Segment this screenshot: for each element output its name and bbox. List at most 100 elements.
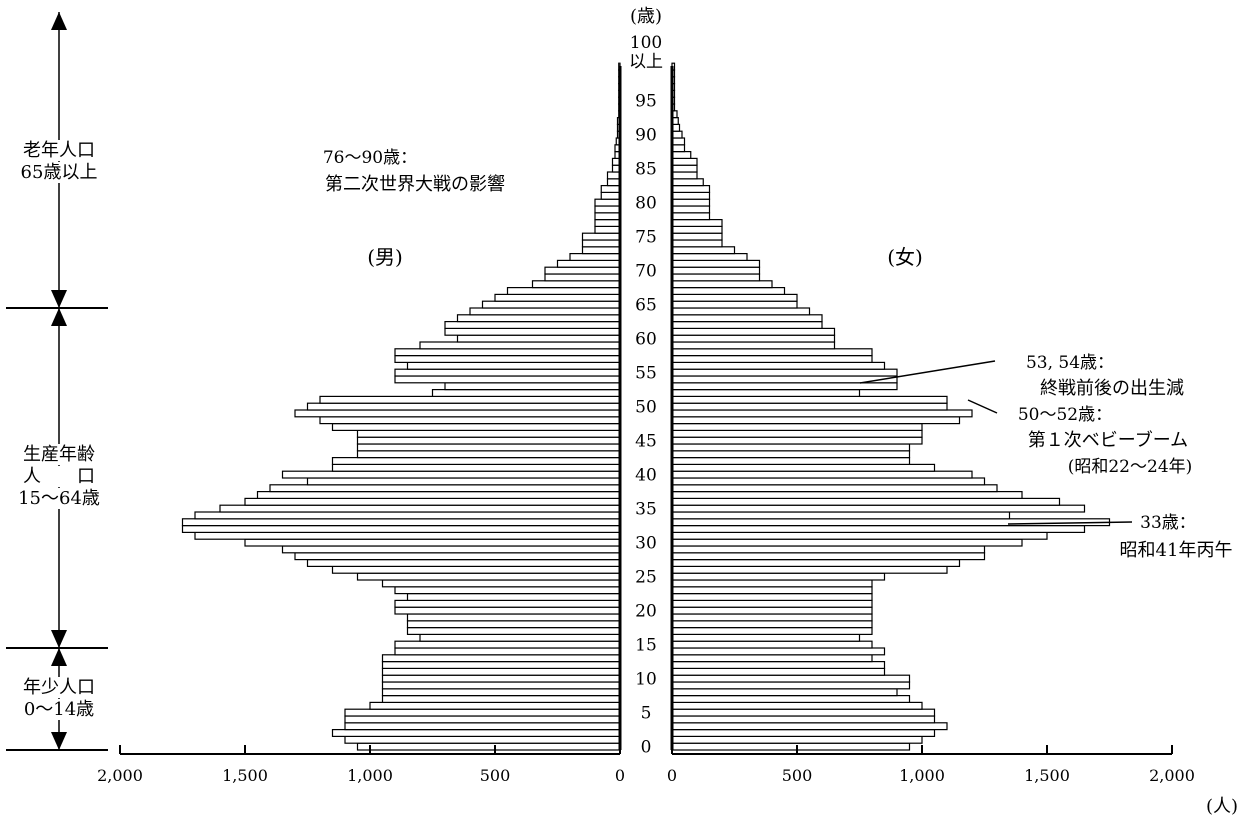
bar-female-age-59: [671, 341, 836, 350]
bar-male-age-79: [594, 205, 621, 214]
bar-female-age-69: [671, 273, 761, 282]
bar-male-age-1: [344, 735, 621, 744]
bar-male-age-2: [331, 728, 621, 737]
top-age-label: 100: [630, 33, 662, 53]
age-tick-label: 95: [635, 92, 657, 112]
bar-male-age-27: [306, 558, 621, 567]
bar-female-age-37: [671, 491, 1023, 500]
bar-male-age-52: [431, 389, 621, 398]
bar-female-age-2: [671, 728, 936, 737]
bar-female-age-44: [671, 443, 911, 452]
bar-female-age-57: [671, 355, 873, 364]
bar-male-age-47: [331, 423, 621, 432]
age-tick-label: 60: [635, 330, 657, 350]
bar-female-age-70: [671, 266, 761, 275]
bar-male-age-59: [419, 341, 621, 350]
bar-male-age-7: [381, 694, 621, 703]
bar-female-age-68: [671, 280, 773, 289]
x-tick-label-right: 500: [782, 766, 813, 785]
x-tick-label-right: 0: [667, 766, 677, 785]
working-group-label-bg: [21, 444, 97, 465]
bar-female-age-61: [671, 327, 836, 336]
bar-female-age-49: [671, 409, 973, 418]
bar-female-age-64: [671, 307, 811, 316]
bar-male-age-29: [281, 545, 621, 554]
bar-female-age-55: [671, 368, 898, 377]
bar-male-age-60: [456, 334, 621, 343]
bar-male-age-24: [381, 579, 621, 588]
bar-male-age-75: [581, 232, 621, 241]
bar-female-age-34: [671, 511, 1011, 520]
bar-male-age-57: [394, 355, 621, 364]
bar-female-age-17: [671, 626, 873, 635]
age-tick-label: 35: [635, 500, 657, 520]
annotation-53-leader: [859, 360, 996, 384]
bar-male-age-32: [181, 524, 621, 533]
x-tick-label-right: 1,500: [1024, 766, 1070, 785]
annotation-war-line2: 第二次世界大戦の影響: [325, 174, 505, 195]
bar-male-age-41: [331, 463, 621, 472]
bar-female-age-62: [671, 321, 823, 330]
bar-male-age-30: [244, 538, 621, 547]
bar-male-age-31: [194, 531, 621, 540]
youth-group-label: 0～14歳: [24, 699, 94, 720]
age-tick-label: 85: [635, 160, 657, 180]
working-group-label-bg: [21, 466, 97, 487]
bar-male-age-58: [394, 348, 621, 357]
bar-male-age-38: [269, 484, 621, 493]
bar-female-age-71: [671, 259, 761, 268]
bar-male-age-21: [394, 599, 621, 608]
bar-female-age-85: [671, 164, 698, 173]
x-tick-label-left: 1,500: [222, 766, 268, 785]
bar-female-age-50: [671, 402, 948, 411]
bar-female-age-14: [671, 647, 886, 656]
age-tick-label: 55: [635, 364, 657, 384]
bar-male-age-74: [581, 239, 621, 248]
bar-male-age-15: [394, 640, 621, 649]
top-age-label: 以上: [629, 52, 663, 72]
bar-male-age-81: [600, 191, 621, 200]
annotation-50-line2: 第１次ベビーブーム: [1028, 429, 1188, 451]
bar-female-age-20: [671, 606, 873, 615]
bar-female-age-79: [671, 205, 711, 214]
bar-male-age-20: [394, 606, 621, 615]
x-tick-label-left: 0: [615, 766, 625, 785]
bar-female-age-10: [671, 674, 911, 683]
bar-male-age-69: [544, 273, 621, 282]
bar-female-age-66: [671, 293, 798, 302]
bar-male-age-77: [594, 219, 621, 228]
bar-female-age-31: [671, 531, 1048, 540]
bar-male-age-11: [381, 667, 621, 676]
bar-male-age-23: [394, 586, 621, 595]
bar-male-age-70: [544, 266, 621, 275]
bar-female-age-26: [671, 565, 948, 574]
bar-female-age-4: [671, 715, 936, 724]
youth-group-label: 年少人口: [23, 677, 95, 698]
elderly-group-label-bg: [21, 140, 97, 161]
bar-female-age-3: [671, 722, 948, 731]
bar-male-age-65: [481, 300, 621, 309]
bar-female-age-32: [671, 524, 1086, 533]
bar-male-age-9: [381, 681, 621, 690]
x-tick-label-left: 1,000: [347, 766, 393, 785]
bar-male-age-54: [394, 375, 621, 384]
bar-female-age-74: [671, 239, 723, 248]
x-tick-label-left: 2,000: [97, 766, 143, 785]
x-tick-label-right: 2,000: [1149, 766, 1195, 785]
age-column: 0 5 10 15 20 25 30 35 40 45 50 55 60 65 70 75 80 85 90 95 (歳…: [618, 6, 674, 758]
bar-male-age-51: [319, 395, 621, 404]
bar-male-age-55: [394, 368, 621, 377]
bar-male-age-40: [281, 470, 621, 479]
age-tick-label: 70: [635, 262, 657, 282]
bar-female-age-52: [671, 389, 861, 398]
working-group-label: 人 口: [23, 466, 95, 487]
bar-female-age-5: [671, 708, 936, 717]
annotation-33-line1: 33歳：: [1140, 513, 1196, 533]
bar-male-age-43: [356, 450, 621, 459]
bar-female-age-33: [671, 518, 1111, 527]
bar-male-age-61: [444, 327, 621, 336]
x-tick-label-right: 1,000: [899, 766, 945, 785]
bar-male-age-67: [506, 287, 621, 296]
age-tick-label: 5: [641, 704, 652, 724]
